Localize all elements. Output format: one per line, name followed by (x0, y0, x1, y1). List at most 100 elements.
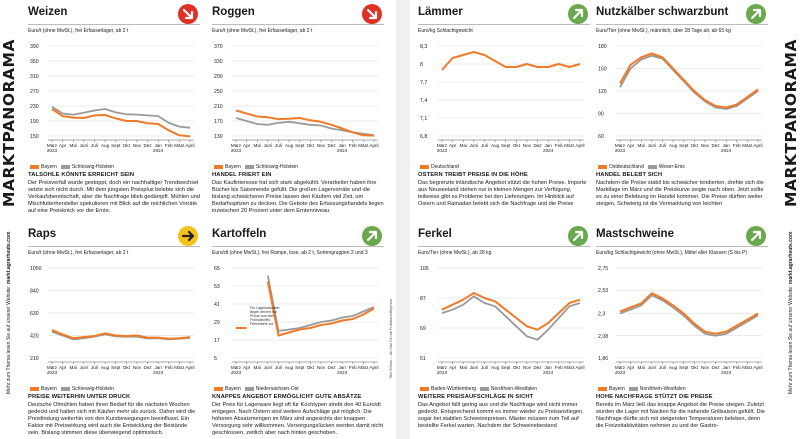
x-tick-label: Juli (659, 143, 666, 148)
panel-title: Raps (28, 228, 57, 240)
x-tick-label: Sept (501, 143, 511, 148)
y-tick-label: 69 (420, 326, 426, 332)
website-url[interactable]: markt.agrarheute.com (788, 231, 794, 285)
x-tick-label: Feb (349, 143, 357, 148)
x-tick-label: Apr (627, 143, 635, 148)
chart-legend: Deutschland (420, 164, 459, 170)
legend-item: Bayern (30, 164, 57, 170)
x-tick-label: 2023 (615, 148, 626, 153)
legend-swatch (214, 165, 223, 169)
y-tick-label: 840 (30, 289, 39, 295)
legend-swatch (244, 165, 254, 169)
legend-item: Niedersachsen-Ost (244, 386, 299, 392)
price-chart: 1,86 2,08 2,3 2,53 2,75 März 2023 Apr Mai Juni Jul… (596, 264, 768, 384)
arrow-up-right-icon (568, 4, 588, 24)
x-tick-label: März (231, 143, 242, 148)
y-tick-label: 87 (420, 296, 426, 302)
y-tick-label: 105 (420, 266, 429, 272)
x-tick-label: Mai (70, 365, 77, 370)
title-divider (418, 24, 590, 25)
panel-title: Roggen (212, 6, 255, 18)
x-tick-label: Apr (449, 143, 457, 148)
x-tick-label: März (47, 365, 58, 370)
x-tick-label: Nov (133, 365, 142, 370)
title-divider (212, 24, 384, 25)
y-tick-label: 290 (214, 74, 223, 80)
unit-label: Euro/t (ohne MwSt.), frei Erfasserlager,… (28, 250, 129, 256)
x-tick-label: März (564, 365, 575, 370)
y-tick-label: 90 (598, 112, 604, 118)
x-tick-label: März (174, 365, 185, 370)
article-body: Nachdem die Preise stabil bis schwächer … (596, 180, 764, 207)
arrow-right-icon (178, 226, 198, 246)
panel-laemmer: Lämmer Euro/kg Schlachtgewicht 6,8 7,1 7,4 7,… (418, 0, 590, 215)
y-tick-label: 41 (214, 302, 220, 308)
x-tick-label: Juni (470, 143, 478, 148)
x-tick-label: März (174, 143, 185, 148)
x-tick-label: Juli (481, 365, 488, 370)
x-tick-label: Feb (349, 365, 357, 370)
x-tick-label: 2023 (231, 370, 242, 375)
x-tick-label: Juni (264, 143, 272, 148)
x-tick-label: 2024 (721, 370, 732, 375)
x-tick-label: Feb (555, 143, 563, 148)
y-tick-label: 270 (30, 89, 39, 95)
x-tick-label: März (358, 365, 369, 370)
x-tick-label: Aug (669, 143, 678, 148)
series-line-bayern (236, 281, 375, 337)
x-tick-label: Mai (638, 365, 645, 370)
x-tick-label: Juli (91, 365, 98, 370)
x-tick-label: März (742, 365, 753, 370)
chart-legend: Bayern Nordrhein-Westfalen (598, 386, 686, 392)
legend-swatch (420, 165, 429, 169)
x-tick-label: Apr (59, 143, 67, 148)
article-body: Das begrenzte inländische Angebot stützt… (418, 180, 587, 207)
chart-annotation: Für Lagerkartoffeln liegen derzeit nur P… (250, 306, 280, 326)
x-tick-label: 2024 (543, 370, 554, 375)
x-tick-label: Sept (111, 143, 121, 148)
x-tick-label: Mai (460, 143, 467, 148)
x-tick-label: Apr (449, 365, 457, 370)
chart-legend: Bayern Schleswig-Holstein (214, 164, 298, 170)
legend-swatch (60, 387, 70, 391)
x-tick-label: 2023 (47, 148, 58, 153)
x-tick-label: Dez (327, 143, 336, 148)
x-tick-label: Aug (285, 365, 294, 370)
x-tick-label: Aug (491, 365, 500, 370)
y-tick-label: 630 (30, 311, 39, 317)
panel-nutzkaelber: Nutzkälber schwarzbunt Euro/Tier (ohne Mw… (596, 0, 768, 215)
legend-item: Nordrhein-Westfalen (628, 386, 686, 392)
legend-item: Nordrhein-Westfalen (480, 386, 537, 392)
price-chart: 6,8 7,1 7,4 7,7 8 8,3 März 2023 Apr Mai Juni Juli Au… (418, 42, 590, 162)
x-tick-label: Sept (679, 143, 689, 148)
legend-label: Deutschland (431, 164, 459, 170)
legend-swatch (244, 387, 254, 391)
x-tick-label: Feb (733, 365, 741, 370)
section-title-right: MARKTPANORAMA (782, 38, 800, 207)
y-tick-label: 350 (30, 59, 39, 65)
x-tick-label: 2024 (337, 148, 348, 153)
website-url[interactable]: markt.agrarheute.com (6, 231, 12, 285)
website-note-text: Mehr zum Thema lesen Sie auf unserer Web… (788, 285, 794, 395)
x-tick-label: Okt (513, 143, 521, 148)
price-chart: 210 420 630 840 1050 März 2023 Apr Mai Juni Juli Au… (28, 264, 200, 384)
y-tick-label: 1050 (30, 266, 42, 272)
x-tick-label: Dez (143, 365, 152, 370)
right-side-bar: MARKTPANORAMA Mehr zum Thema lesen Sie a… (782, 0, 800, 439)
x-tick-label: Sept (501, 365, 511, 370)
x-tick-label: Sept (295, 365, 305, 370)
x-tick-label: Okt (123, 143, 131, 148)
legend-swatch (420, 387, 429, 391)
x-tick-label: Dez (143, 143, 152, 148)
y-tick-label: 120 (598, 89, 607, 95)
legend-swatch (60, 165, 70, 169)
x-tick-label: März (437, 143, 448, 148)
legend-item: Bayern (214, 386, 241, 392)
x-tick-label: April (185, 365, 194, 370)
x-tick-label: Jan (154, 143, 162, 148)
x-tick-label: März (47, 143, 58, 148)
x-tick-label: März (358, 143, 369, 148)
